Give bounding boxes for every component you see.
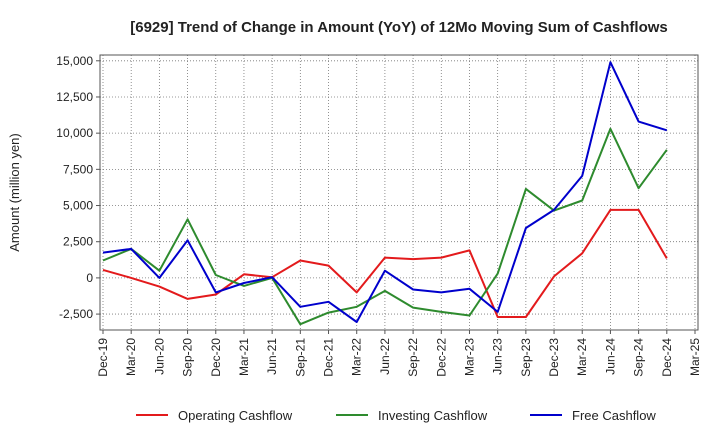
legend-label-investing-cashflow: Investing Cashflow [378,408,488,423]
y-tick-label: 5,000 [63,199,93,213]
x-tick-label: Jun-23 [491,338,505,375]
x-tick-label: Jun-24 [603,338,617,375]
x-tick-label: Sep-21 [293,338,307,377]
x-tick-label: Jun-21 [265,338,279,375]
x-tick-label: Mar-23 [462,338,476,376]
grid [100,55,698,330]
x-tick-label: Sep-23 [519,338,533,377]
investing-cashflow-line [102,127,668,326]
y-tick-label: 2,500 [63,235,93,249]
x-tick-label: Dec-20 [209,338,223,377]
plot-frame [99,54,699,331]
x-tick-label: Mar-22 [350,338,364,376]
x-axis-ticks: Dec-19 Mar-20 Jun-20 Sep-20 Dec-20 Mar-21 Jun-… [96,330,702,377]
operating-cashflow-line [102,208,668,318]
legend-label-free-cashflow: Free Cashflow [572,408,656,423]
x-tick-label: Dec-22 [434,338,448,377]
x-tick-label: Sep-20 [181,338,195,377]
free-cashflow-line [102,61,668,323]
x-tick-label: Dec-23 [547,338,561,377]
y-tick-label: 0 [86,271,93,285]
x-tick-label: Dec-19 [96,338,110,377]
x-tick-label: Jun-20 [152,338,166,375]
y-tick-label: 12,500 [56,90,93,104]
x-tick-label: Mar-21 [237,338,251,376]
x-tick-label: Jun-22 [378,338,392,375]
legend: Operating Cashflow Investing Cashflow Free… [136,408,656,423]
x-tick-label: Mar-25 [688,338,702,376]
x-tick-label: Sep-22 [406,338,420,377]
y-axis-ticks: 15,000 12,500 10,000 7,500 5,000 2,500 0 -2,500 [56,54,100,321]
legend-label-operating-cashflow: Operating Cashflow [178,408,293,423]
x-tick-label: Mar-24 [575,338,589,376]
y-axis-label: Amount (million yen) [7,133,22,252]
series-lines [102,61,668,326]
y-tick-label: -2,500 [59,307,93,321]
y-tick-label: 7,500 [63,162,93,176]
x-tick-label: Sep-24 [632,338,646,377]
y-tick-label: 15,000 [56,54,93,68]
x-tick-label: Dec-24 [660,338,674,377]
chart-title: [6929] Trend of Change in Amount (YoY) o… [130,19,668,36]
x-tick-label: Dec-21 [322,338,336,377]
x-tick-label: Mar-20 [124,338,138,376]
y-tick-label: 10,000 [56,126,93,140]
